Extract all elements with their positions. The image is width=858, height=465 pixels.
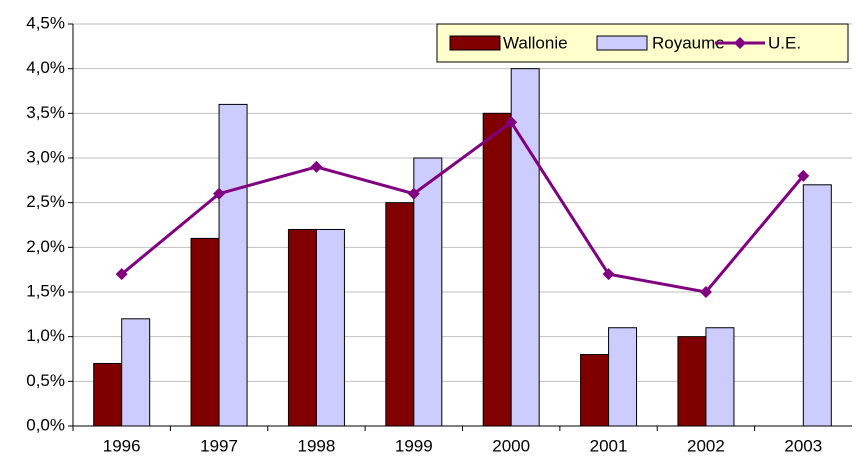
bar <box>580 354 610 427</box>
y-tick-label: 0,5% <box>26 371 65 390</box>
y-tick-label: 1,5% <box>26 281 65 300</box>
legend-label: U.E. <box>768 33 801 52</box>
bar <box>121 318 151 427</box>
y-tick-label: 4,0% <box>26 58 65 77</box>
y-tick-label: 0,0% <box>26 415 65 434</box>
x-tick-label: 2003 <box>784 436 822 455</box>
x-tick-label: 1998 <box>298 436 336 455</box>
line <box>120 120 805 294</box>
line-marker <box>505 116 518 129</box>
bar <box>315 228 345 427</box>
bar <box>93 362 123 427</box>
bar <box>482 112 512 427</box>
bar <box>608 327 638 427</box>
bar <box>218 103 248 427</box>
bar <box>385 202 415 427</box>
bar <box>413 157 443 427</box>
legend-label: Royaume <box>652 33 725 52</box>
line-marker <box>310 160 323 173</box>
line-marker <box>699 286 712 298</box>
y-tick-label: 2,5% <box>26 192 65 211</box>
legend-swatch <box>596 35 648 51</box>
line-marker <box>407 187 420 200</box>
y-tick-label: 2,0% <box>26 237 65 256</box>
y-tick-label: 1,0% <box>26 326 65 345</box>
y-tick-label: 4,5% <box>26 13 65 32</box>
bar <box>190 237 220 427</box>
x-tick-label: 2000 <box>492 436 530 455</box>
x-tick-label: 1996 <box>103 436 141 455</box>
bar <box>677 336 707 427</box>
y-tick-label: 3,5% <box>26 103 65 122</box>
x-tick-label: 1999 <box>395 436 433 455</box>
line-marker <box>602 268 615 281</box>
legend-swatch <box>449 35 501 51</box>
line-marker <box>115 268 128 281</box>
legend-label: Wallonie <box>503 33 568 52</box>
y-tick-label: 3,0% <box>26 147 65 166</box>
bar <box>287 228 317 427</box>
bar <box>705 327 735 427</box>
line-marker <box>213 187 226 200</box>
line-marker <box>797 169 810 182</box>
x-tick-label: 2002 <box>687 436 725 455</box>
bar <box>802 184 832 427</box>
x-tick-label: 2001 <box>590 436 628 455</box>
x-tick-label: 1997 <box>200 436 238 455</box>
legend-swatch <box>734 37 746 49</box>
